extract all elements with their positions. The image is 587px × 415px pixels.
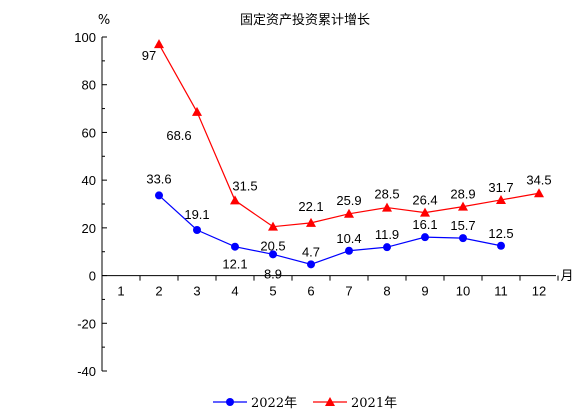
data-label: 19.1 xyxy=(184,207,209,222)
x-tick-label: 8 xyxy=(383,284,390,299)
y-tick-label: -40 xyxy=(77,364,96,379)
data-label: 4.7 xyxy=(302,244,320,259)
y-axis-unit: % xyxy=(98,13,110,28)
data-label: 15.7 xyxy=(450,218,475,233)
data-label: 20.5 xyxy=(260,239,285,254)
y-tick-label: 40 xyxy=(82,173,96,188)
y-tick-label: 0 xyxy=(89,269,96,284)
data-label: 8.9 xyxy=(264,266,282,281)
legend-label: 2022年 xyxy=(251,396,297,411)
y-tick-label: 20 xyxy=(82,221,96,236)
legend-marker xyxy=(325,397,335,406)
legend: 2022年 2021年 xyxy=(213,396,397,411)
y-tick-label: -20 xyxy=(77,316,96,331)
data-labels: 33.6 19.1 12.1 8.9 4.7 10.4 11.9 16.1 15.7 12.5 97… xyxy=(142,48,552,281)
data-label: 16.1 xyxy=(412,217,437,232)
data-point xyxy=(231,242,239,251)
data-label: 28.5 xyxy=(374,187,399,202)
y-tick-label: 100 xyxy=(74,30,96,45)
data-point xyxy=(458,201,468,211)
x-tick-label: 7 xyxy=(345,284,352,299)
x-tick-label: 4 xyxy=(231,284,238,299)
data-point xyxy=(307,260,315,269)
chart-title: 固定资产投资累计增长 xyxy=(240,12,370,28)
data-point xyxy=(193,226,201,235)
data-point xyxy=(421,233,429,242)
data-point xyxy=(192,106,202,116)
data-point xyxy=(269,250,277,259)
data-label: 97 xyxy=(142,48,156,63)
data-label: 10.4 xyxy=(336,231,361,246)
x-tick-label: 3 xyxy=(193,284,200,299)
data-label: 31.7 xyxy=(488,180,513,195)
data-point xyxy=(383,243,391,252)
x-tick-label: 9 xyxy=(421,284,428,299)
data-point xyxy=(497,241,505,250)
data-point xyxy=(268,221,278,231)
data-label: 34.5 xyxy=(526,172,551,187)
data-point xyxy=(230,195,240,205)
data-label: 33.6 xyxy=(146,171,171,186)
x-tick-label: 12 xyxy=(532,284,546,299)
x-tick-label: 10 xyxy=(456,284,470,299)
data-point xyxy=(496,194,506,204)
y-tick-label: 60 xyxy=(82,125,96,140)
x-tick-label: 1 xyxy=(117,284,124,299)
data-label: 12.5 xyxy=(488,226,513,241)
x-tick-label: 2 xyxy=(155,284,162,299)
data-point xyxy=(155,191,163,200)
data-point xyxy=(306,217,316,227)
legend-marker xyxy=(226,398,234,406)
data-point xyxy=(420,207,430,217)
data-point xyxy=(154,39,164,49)
y-tick-label: 80 xyxy=(82,78,96,93)
data-point xyxy=(459,234,467,243)
data-point xyxy=(382,202,392,212)
data-point xyxy=(344,208,354,218)
data-label: 11.9 xyxy=(375,227,399,242)
legend-label: 2021年 xyxy=(351,396,397,411)
data-point xyxy=(345,246,353,255)
data-label: 68.6 xyxy=(166,128,191,143)
data-point xyxy=(534,188,544,198)
x-tick-label: 5 xyxy=(269,284,276,299)
x-axis-unit: 月 xyxy=(560,269,573,284)
data-label: 25.9 xyxy=(336,193,361,208)
x-tick-label: 11 xyxy=(494,284,508,299)
series-layer xyxy=(154,39,544,269)
data-label: 12.1 xyxy=(222,257,247,272)
data-label: 26.4 xyxy=(412,193,437,208)
x-tick-label: 6 xyxy=(307,284,314,299)
data-label: 22.1 xyxy=(298,199,323,214)
data-label: 28.9 xyxy=(450,187,475,202)
data-label: 31.5 xyxy=(232,178,257,193)
series-line-2022 xyxy=(158,194,502,265)
